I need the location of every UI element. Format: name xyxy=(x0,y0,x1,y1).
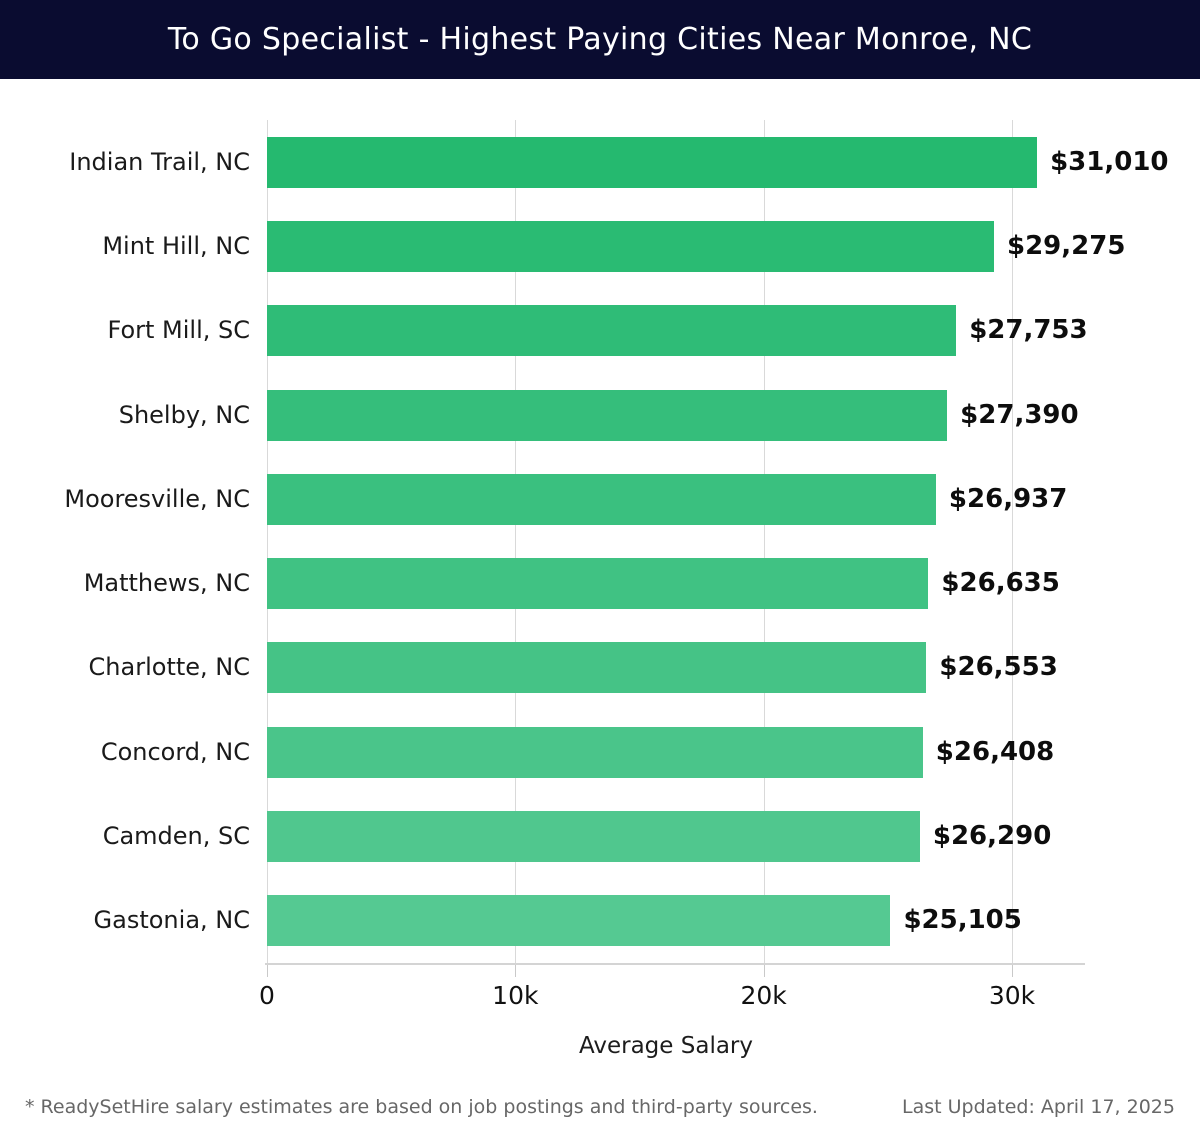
chart-title: To Go Specialist - Highest Paying Cities… xyxy=(167,22,1033,57)
value-label: $26,408 xyxy=(935,736,1055,767)
category-label: Shelby, NC xyxy=(118,400,250,429)
x-tick-label: 0 xyxy=(259,981,275,1010)
last-updated: Last Updated: April 17, 2025 xyxy=(901,1096,1175,1118)
bar-8 xyxy=(267,726,923,778)
value-label: $26,937 xyxy=(948,483,1068,514)
category-label: Mooresville, NC xyxy=(64,484,250,513)
bar-3 xyxy=(267,305,957,357)
bar-10 xyxy=(267,895,891,947)
category-label: Gastonia, NC xyxy=(93,906,250,935)
x-tick-label: 30k xyxy=(988,981,1036,1010)
chart-footer: * ReadySetHire salary estimates are base… xyxy=(0,1096,1200,1118)
category-label: Fort Mill, SC xyxy=(107,316,251,345)
value-label: $25,105 xyxy=(903,905,1022,936)
value-label: $27,753 xyxy=(969,315,1088,346)
gridline-0 xyxy=(267,120,268,963)
value-label: $31,010 xyxy=(1050,146,1169,177)
category-label: Indian Trail, NC xyxy=(69,147,250,176)
gridline-10000 xyxy=(515,120,517,963)
x-tick-mark-0 xyxy=(267,965,268,977)
gridline-20000 xyxy=(763,120,765,963)
chart-header: To Go Specialist - Highest Paying Cities… xyxy=(0,0,1200,79)
bar-5 xyxy=(267,473,936,525)
bar-4 xyxy=(267,389,948,441)
value-label: $26,553 xyxy=(939,652,1058,683)
category-label: Charlotte, NC xyxy=(88,653,250,682)
bar-6 xyxy=(267,558,929,610)
x-axis-title: Average Salary xyxy=(578,1033,753,1059)
bar-2 xyxy=(267,220,994,272)
bar-9 xyxy=(267,811,920,863)
x-tick-mark-30k xyxy=(1012,965,1013,977)
footnote: * ReadySetHire salary estimates are base… xyxy=(25,1096,818,1118)
category-label: Concord, NC xyxy=(100,737,250,766)
value-label: $29,275 xyxy=(1006,230,1126,261)
x-axis-line xyxy=(265,963,1085,965)
gridline-30000 xyxy=(1012,120,1013,963)
x-tick-label: 10k xyxy=(492,981,539,1010)
x-tick-label: 20k xyxy=(740,981,787,1010)
category-label: Matthews, NC xyxy=(83,569,250,598)
category-label: Camden, SC xyxy=(102,822,250,851)
x-tick-mark-10k xyxy=(515,965,517,977)
category-label: Mint Hill, NC xyxy=(102,231,250,260)
value-label: $26,290 xyxy=(932,821,1052,852)
x-tick-mark-20k xyxy=(763,965,765,977)
bar-7 xyxy=(267,642,927,694)
bar-1 xyxy=(267,136,1038,188)
value-label: $26,635 xyxy=(941,568,1060,599)
value-label: $27,390 xyxy=(960,399,1079,430)
